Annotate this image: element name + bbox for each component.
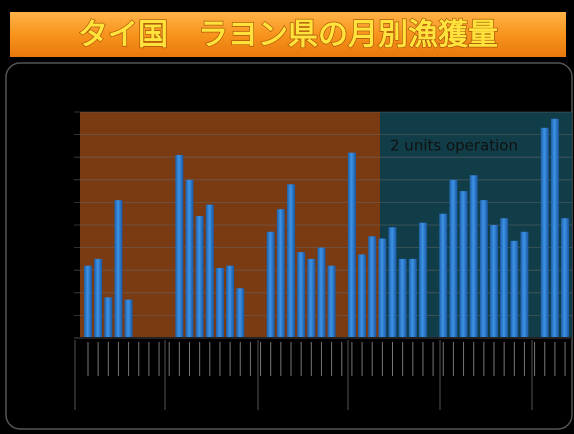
bar [317, 247, 326, 338]
bar [276, 209, 285, 338]
bar [347, 152, 356, 338]
bar [195, 215, 204, 338]
bar [550, 118, 559, 338]
bar [449, 179, 458, 338]
bar [297, 252, 306, 338]
bar [104, 297, 113, 338]
bar [378, 238, 387, 338]
bar [175, 154, 184, 338]
bar [266, 231, 275, 338]
bar [408, 258, 417, 338]
bar [469, 175, 478, 338]
bar [226, 265, 235, 338]
bar [114, 200, 123, 338]
bar [287, 184, 295, 338]
chart-title: タイ国 ラヨン県の月別漁獲量 [78, 18, 498, 53]
title-bar [10, 12, 566, 57]
annotation: 2 units operation [390, 137, 518, 155]
bar [185, 179, 194, 338]
bar [307, 258, 316, 338]
bar [510, 240, 519, 338]
bar [561, 218, 570, 338]
plot [74, 111, 572, 410]
bar [94, 258, 103, 338]
bar [205, 204, 214, 338]
bar [368, 236, 377, 338]
bar [124, 299, 133, 338]
bar [388, 227, 397, 338]
bar [358, 254, 367, 338]
bar [490, 225, 498, 338]
bar [327, 265, 336, 338]
bar [215, 267, 224, 338]
bar [520, 231, 529, 338]
bar [459, 191, 468, 338]
bar [236, 288, 245, 338]
bar [418, 222, 427, 338]
bar [500, 218, 509, 338]
bar [398, 258, 407, 338]
bar [84, 265, 92, 338]
bar [540, 127, 549, 338]
bar [479, 200, 488, 338]
bar [439, 213, 448, 338]
